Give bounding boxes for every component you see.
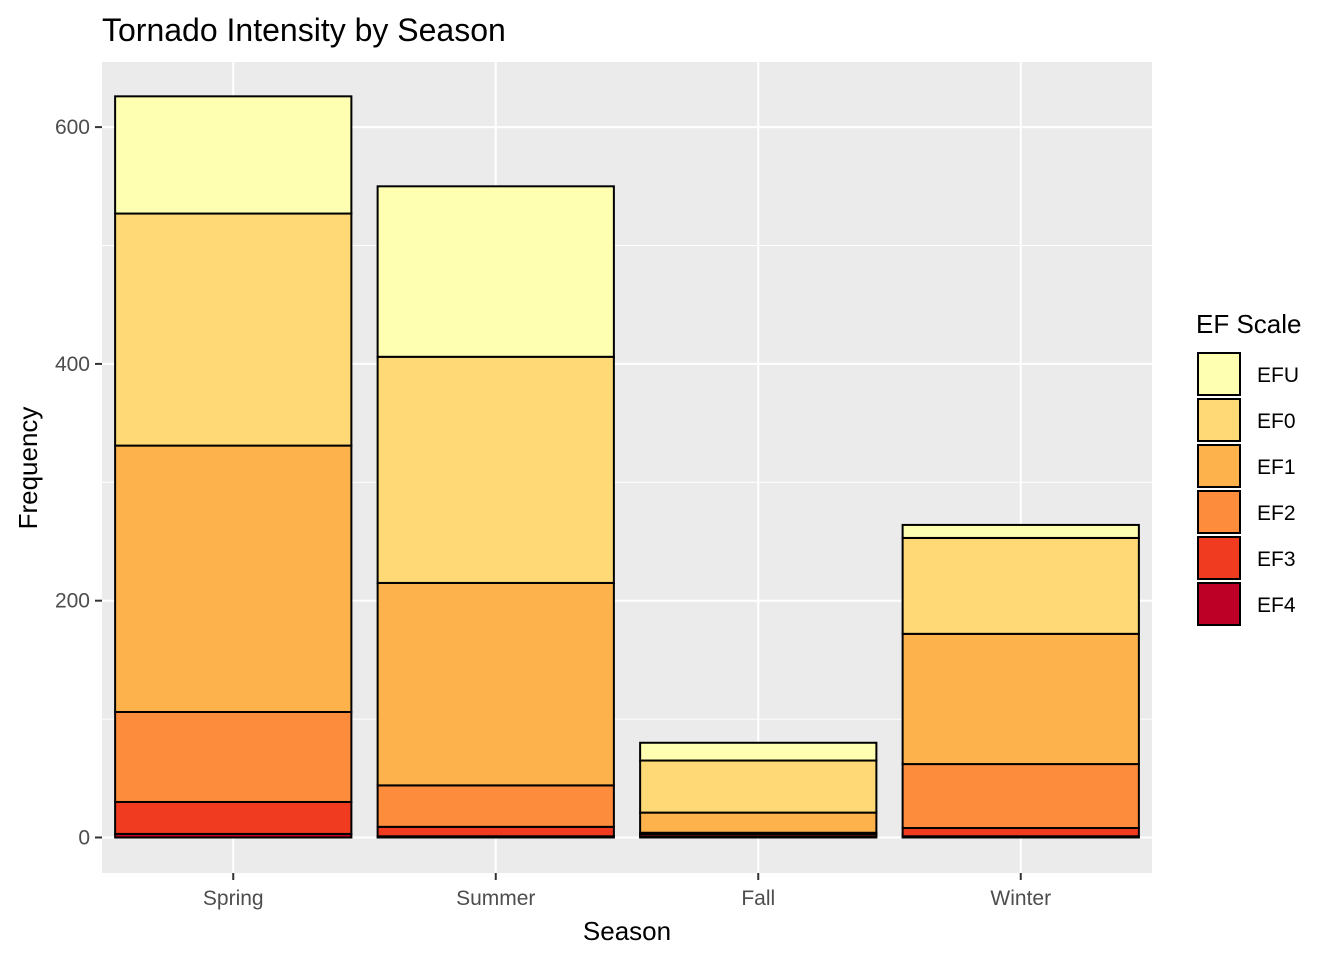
x-axis-title: Season: [583, 916, 671, 946]
x-tick-label: Spring: [203, 887, 264, 910]
bar-segment-summer-ef3: [376, 825, 615, 838]
y-tick-label: 400: [55, 353, 90, 376]
legend-key-ef3: [1197, 536, 1241, 580]
bar-segment-winter-efu: [901, 523, 1140, 539]
bar-segment-winter-ef3: [901, 827, 1140, 838]
bar-segment-winter-ef2: [901, 763, 1140, 830]
bars: [114, 95, 1140, 839]
bar-segment-winter-ef0: [901, 536, 1140, 635]
bar-segment-winter-ef1: [901, 632, 1140, 766]
legend-label-ef4: EF4: [1257, 594, 1296, 617]
legend-label-ef1: EF1: [1257, 456, 1296, 479]
x-tick-label: Summer: [456, 887, 535, 910]
bar-segment-spring-ef0: [114, 212, 353, 447]
legend-key-ef0: [1197, 398, 1241, 442]
bar-segment-spring-ef2: [114, 710, 353, 803]
bar-segment-summer-efu: [376, 185, 615, 358]
y-tick-label: 0: [78, 826, 90, 849]
x-tick-label: Fall: [741, 887, 775, 910]
bar-segment-summer-ef2: [376, 784, 615, 828]
y-tick-label: 600: [55, 116, 90, 139]
bar-segment-spring-ef1: [114, 444, 353, 713]
bar-segment-fall-ef1: [639, 811, 878, 834]
x-tick-label: Winter: [990, 887, 1051, 910]
bar-segment-fall-efu: [639, 741, 878, 762]
legend-label-ef0: EF0: [1257, 410, 1296, 433]
chart-title: Tornado Intensity by Season: [102, 12, 506, 48]
legend-label-ef3: EF3: [1257, 548, 1296, 571]
legend-title: EF Scale: [1196, 309, 1302, 339]
legend-key-efu: [1197, 352, 1241, 396]
bar-segment-summer-ef1: [376, 581, 615, 787]
bar-segment-spring-ef3: [114, 800, 353, 835]
x-axis: Spring Summer Fall Winter: [203, 873, 1051, 910]
y-tick-label: 200: [55, 590, 90, 613]
legend-key-ef1: [1197, 444, 1241, 488]
legend-label-efu: EFU: [1257, 364, 1299, 387]
bar-segment-summer-ef0: [376, 355, 615, 584]
legend: EF Scale EFU EF0 EF1 EF2 EF3 EF4: [1196, 309, 1302, 626]
bar-segment-spring-efu: [114, 95, 353, 215]
legend-key-ef4: [1197, 582, 1241, 626]
y-axis-title: Frequency: [13, 407, 43, 530]
y-axis: 0 200 400 600: [55, 116, 102, 849]
legend-key-ef2: [1197, 490, 1241, 534]
bar-segment-fall-ef0: [639, 759, 878, 814]
legend-label-ef2: EF2: [1257, 502, 1296, 525]
